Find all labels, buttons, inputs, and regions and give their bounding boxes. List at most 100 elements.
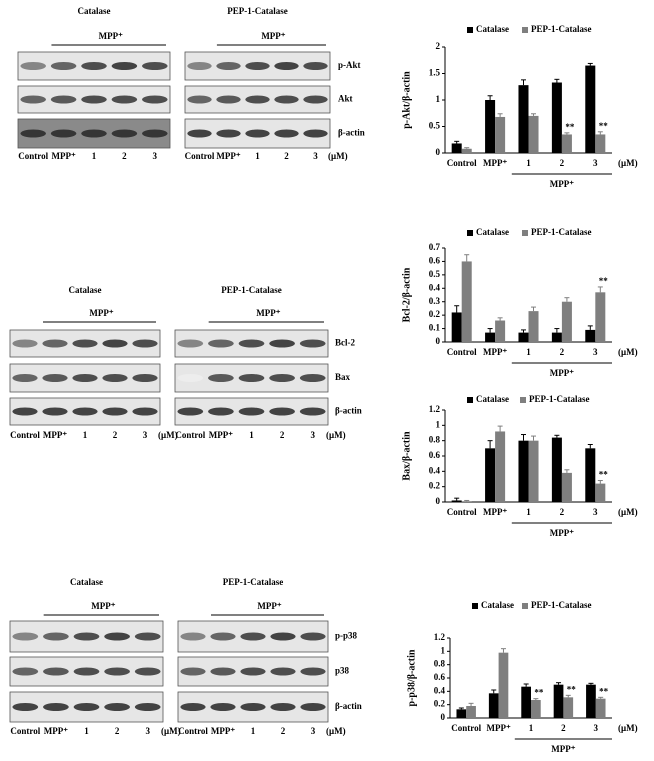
error-bar [520, 434, 526, 441]
bar [551, 82, 562, 153]
bar [585, 448, 596, 502]
blot-band [111, 129, 138, 138]
blot-band [187, 95, 212, 104]
x-tick-label: Control [447, 347, 477, 357]
lane-label: 3 [153, 151, 158, 161]
lane-label: Control [18, 151, 48, 161]
lane-unit: (μM) [326, 726, 346, 736]
blot-band [299, 374, 326, 382]
lane-label: 1 [249, 430, 254, 440]
lane-label: MPP⁺ [211, 726, 235, 736]
error-bar [564, 297, 570, 302]
error-bar [500, 648, 506, 653]
blot-band [180, 667, 206, 676]
bar [586, 684, 596, 718]
x-tick-label: 3 [593, 507, 598, 517]
blot-band [132, 407, 158, 416]
error-bar [531, 435, 537, 441]
error-bar [554, 434, 560, 438]
blot-band [142, 62, 168, 70]
x-tick-label: 2 [560, 507, 565, 517]
row-label: β-actin [335, 406, 362, 416]
legend-label: PEP-1-Catalase [531, 24, 592, 34]
legend-swatch [522, 230, 528, 236]
y-tick-label: 0.5 [429, 269, 441, 279]
error-bar [520, 79, 526, 86]
blot-band [274, 62, 299, 70]
error-bar [497, 425, 503, 432]
error-bar [554, 78, 560, 83]
blot-band [180, 632, 206, 641]
blot-band [102, 374, 128, 382]
row-label: p38 [335, 666, 350, 676]
lane-label: Control [10, 726, 40, 736]
error-bar [454, 305, 460, 313]
lane-label: 3 [310, 430, 315, 440]
error-bar [464, 499, 470, 502]
bar [551, 332, 562, 342]
error-bar [520, 329, 526, 333]
bar [595, 292, 606, 342]
y-tick-label: 1.2 [434, 632, 446, 642]
bar [461, 261, 472, 342]
blot-band [20, 95, 46, 104]
blot-band [274, 129, 299, 138]
blot-band [132, 339, 158, 348]
x-tick-label: 3 [593, 347, 598, 357]
bar [553, 684, 564, 718]
blot-band [43, 632, 69, 641]
blot-title: PEP-1-Catalase [221, 285, 282, 295]
error-bar [464, 147, 470, 149]
blot-band [12, 632, 39, 641]
error-bar [497, 317, 503, 321]
blot-band [12, 407, 38, 416]
error-bar [487, 95, 493, 100]
y-axis-label: p-p38/β-actin [406, 649, 417, 706]
treatment-label: MPP⁺ [91, 601, 115, 611]
blot-band [20, 62, 46, 70]
blot-band [81, 95, 107, 104]
x-tick-label: 1 [526, 347, 531, 357]
blot-title: PEP-1-Catalase [227, 6, 288, 16]
blot-band [20, 129, 46, 138]
legend-swatch [467, 230, 473, 236]
y-axis-label: Bcl-2/β-actin [401, 267, 412, 322]
blot-band [81, 129, 107, 138]
lane-label: Control [178, 726, 208, 736]
x-tick-label: 1 [526, 507, 531, 517]
row-label: p-p38 [335, 631, 358, 641]
blot-band [43, 703, 69, 711]
y-tick-label: 0.2 [429, 481, 441, 491]
lane-label: 3 [145, 726, 150, 736]
blot-band [187, 62, 212, 70]
error-bar [554, 328, 560, 333]
y-tick-label: 1 [441, 645, 446, 655]
legend-swatch [472, 603, 478, 609]
blot-band [12, 339, 38, 348]
error-bar [588, 682, 594, 685]
blot-band [208, 407, 234, 416]
x-unit: (μM) [618, 507, 638, 517]
error-bar [564, 132, 570, 135]
bar [561, 134, 572, 153]
x-tick-label: MPP⁺ [483, 347, 507, 357]
blot-band [208, 374, 234, 382]
y-tick-label: 2 [436, 41, 441, 51]
error-bar [597, 480, 603, 484]
group-label: MPP⁺ [551, 744, 575, 754]
legend-label: PEP-1-Catalase [531, 600, 592, 610]
blot-band [240, 667, 266, 676]
significance: ** [599, 686, 609, 696]
blot-band [299, 407, 326, 416]
bar [561, 472, 572, 502]
blot-band [216, 95, 241, 104]
blot-band [274, 95, 299, 104]
lane-label: Control [185, 151, 215, 161]
group-label: MPP⁺ [550, 368, 574, 378]
x-tick-label: Control [447, 158, 477, 168]
lane-label: 3 [313, 151, 318, 161]
significance: ** [599, 470, 609, 480]
bar [451, 143, 462, 153]
x-tick-label: MPP⁺ [483, 507, 507, 517]
